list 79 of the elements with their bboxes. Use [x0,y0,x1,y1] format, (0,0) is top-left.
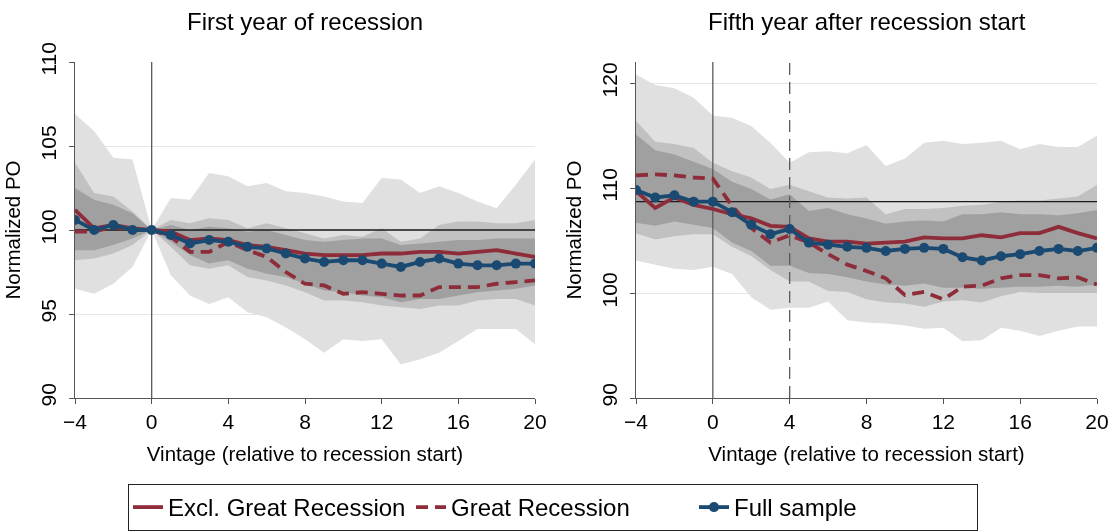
point [415,256,425,267]
point [688,196,699,207]
point [880,246,891,256]
point [261,243,272,254]
point [204,235,215,246]
x-tick-label: 16 [446,410,471,434]
point [357,255,368,266]
x-tick-label: 8 [860,410,873,434]
point [1053,243,1064,254]
y-tick-label: 95 [36,299,60,323]
y-tick-label: 90 [597,383,621,407]
y-axis-title: Normalized PO [561,160,585,300]
x-tick-label: 12 [369,410,394,434]
point [803,237,814,248]
point [127,225,138,235]
point [823,239,834,250]
point [146,225,157,235]
point [338,255,349,266]
point [223,236,234,247]
point [434,253,445,264]
point [185,238,195,249]
point [938,243,949,254]
point [957,252,968,263]
point [1034,246,1045,256]
point [242,241,253,252]
y-tick-label: 120 [597,62,621,98]
chart-title: First year of recession [187,8,424,35]
point [280,248,291,259]
x-axis-title: Vintage (relative to recession start) [708,442,1025,466]
point [650,192,661,203]
point [842,241,853,252]
y-tick-label: 105 [36,125,60,161]
point [784,223,795,234]
point [746,219,757,230]
x-tick-label: 8 [299,410,311,434]
point [89,225,100,235]
x-tick-label: −4 [624,410,649,434]
x-tick-label: 0 [145,410,158,434]
point [995,251,1006,262]
y-tick-label: 110 [36,42,60,76]
x-tick-label: 20 [1085,410,1109,434]
point [510,258,521,269]
point [707,196,718,207]
y-tick-label: 110 [597,168,621,202]
point [861,242,872,253]
point [976,255,987,266]
legend-label: Excl. Great Recession [168,494,406,522]
x-tick-label: 20 [523,410,547,434]
line-series [636,172,1097,302]
point [376,258,387,269]
x-axis-title: Vintage (relative to recession start) [146,442,464,466]
point [453,258,464,269]
point [899,243,910,254]
point [165,230,176,241]
point [1072,246,1083,256]
x-tick-label: 16 [1008,410,1032,434]
y-tick-label: 100 [36,209,60,245]
point [727,207,738,218]
point [919,242,930,253]
chart-title: Fifth year after recession start [708,8,1026,35]
x-tick-label: 4 [222,410,235,434]
legend-label: Great Recession [451,494,630,522]
x-tick-label: 0 [706,410,719,434]
y-axis-title: Normalized PO [0,160,24,300]
point [300,253,310,264]
y-tick-label: 100 [597,272,621,308]
point [669,190,680,201]
legend-label: Full sample [734,494,857,522]
point [472,260,483,271]
point [765,229,776,240]
point [108,219,119,230]
x-tick-label: −4 [63,410,88,434]
x-tick-label: 4 [783,410,796,434]
point [1015,249,1026,260]
x-tick-label: 12 [931,410,956,434]
point [395,261,406,272]
point [319,256,330,267]
point [491,260,502,271]
y-tick-label: 90 [36,383,60,407]
